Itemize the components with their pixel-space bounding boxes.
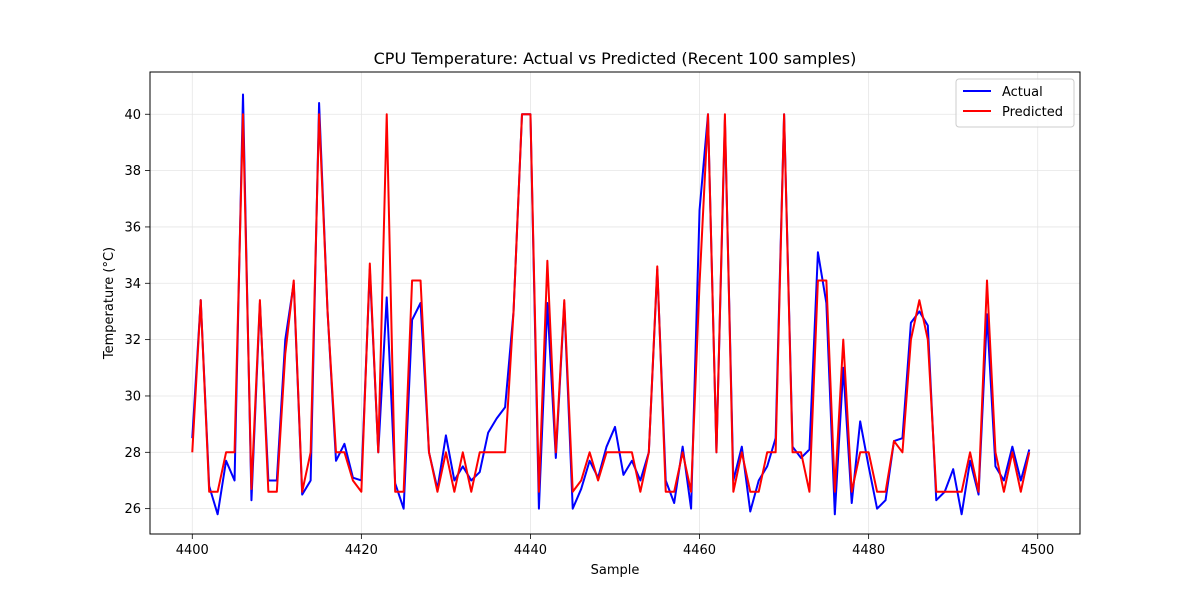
legend-label-predicted: Predicted: [1002, 105, 1063, 120]
x-tick-label: 4460: [683, 543, 716, 558]
chart-title: CPU Temperature: Actual vs Predicted (Re…: [374, 49, 857, 68]
y-tick-label: 30: [124, 389, 141, 404]
x-tick-label: 4440: [514, 543, 547, 558]
y-axis-label: Temperature (°C): [102, 247, 117, 360]
y-tick-label: 32: [124, 333, 141, 348]
plot-area: [149, 71, 1081, 535]
legend: Actual Predicted: [955, 78, 1075, 128]
y-tick-label: 28: [124, 446, 141, 461]
x-tick-label: 4400: [176, 543, 209, 558]
legend-label-actual: Actual: [1002, 85, 1043, 100]
y-axis: 26 28 30 32 34 36 38 40: [124, 108, 150, 517]
y-tick-label: 26: [124, 502, 141, 517]
series-lines: [191, 93, 1031, 516]
x-axis-label: Sample: [591, 563, 640, 578]
y-tick-label: 36: [124, 220, 141, 235]
plot-frame: [149, 71, 1081, 535]
x-axis: 4400 4420 4440 4460 4480 4500: [176, 534, 1054, 558]
series-line-predicted: [191, 113, 1031, 493]
y-tick-label: 40: [124, 108, 141, 123]
x-tick-label: 4500: [1021, 543, 1054, 558]
y-tick-label: 38: [124, 164, 141, 179]
x-tick-label: 4480: [852, 543, 885, 558]
y-tick-label: 34: [124, 277, 141, 292]
x-tick-label: 4420: [345, 543, 378, 558]
